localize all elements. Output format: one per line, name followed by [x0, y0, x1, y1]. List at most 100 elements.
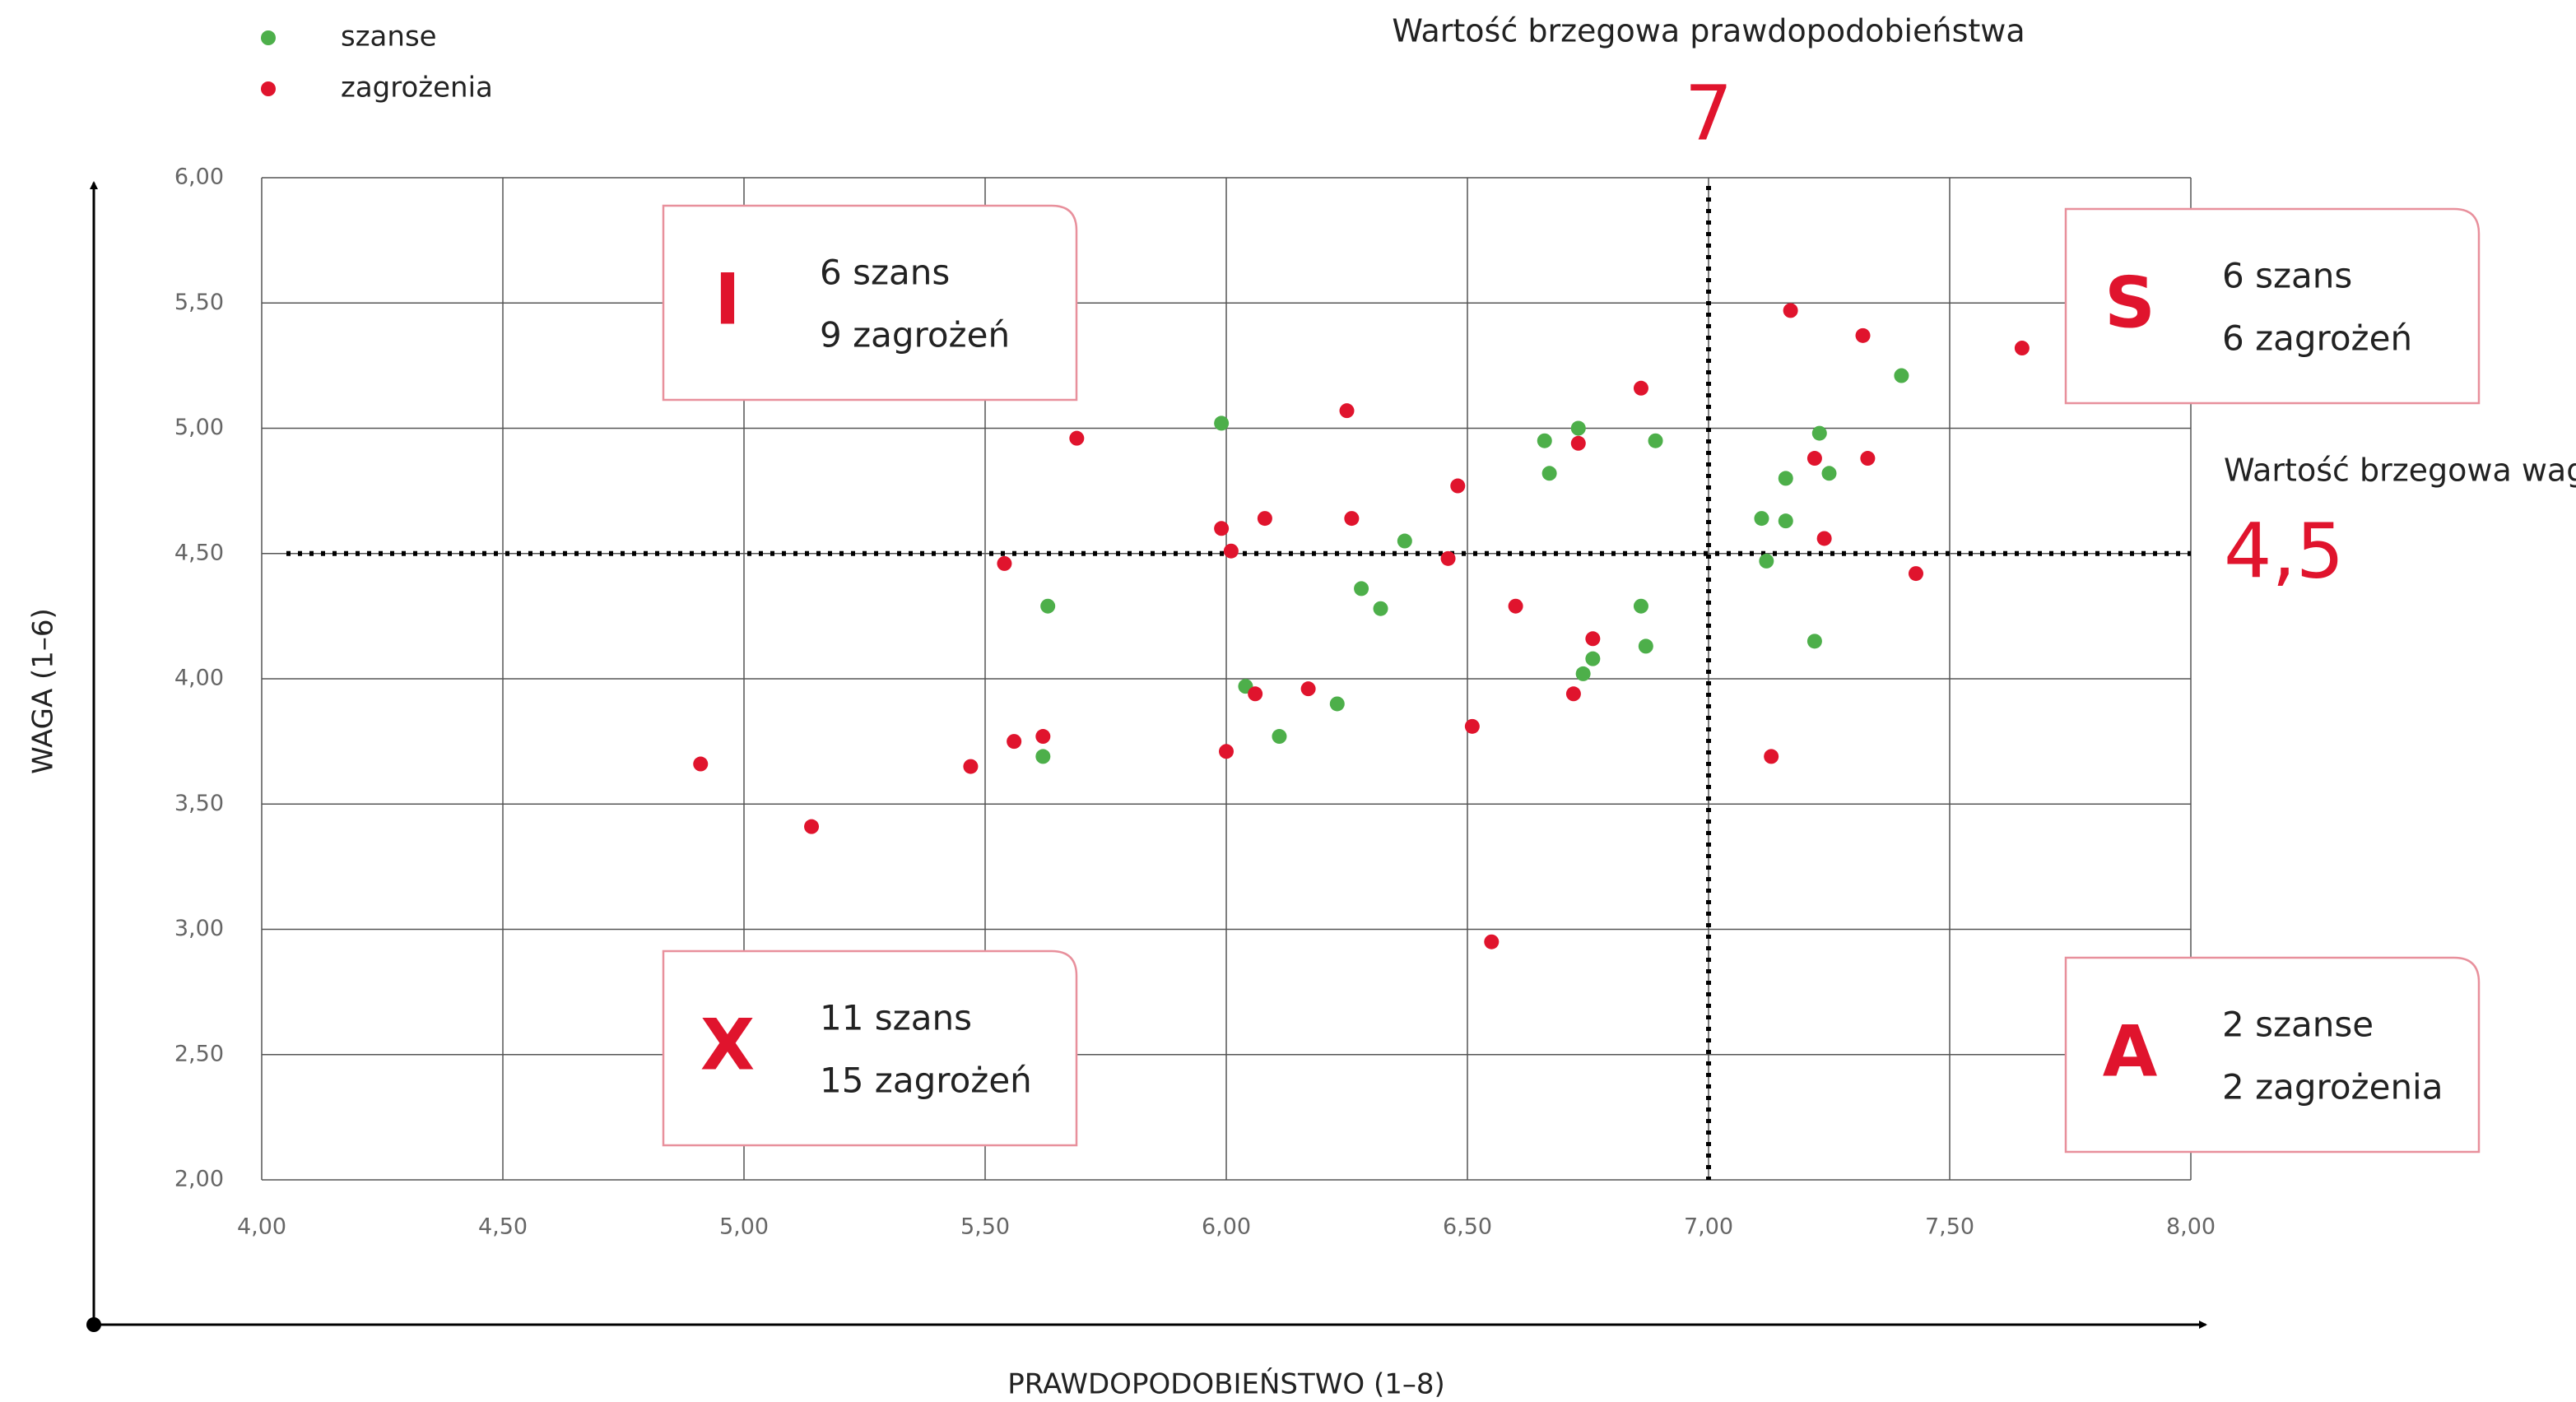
data-point [1783, 303, 1798, 318]
data-point [1816, 531, 1832, 546]
data-point [1219, 744, 1234, 759]
x-tick-label: 4,00 [237, 1214, 286, 1240]
data-point [1223, 543, 1239, 559]
data-point [693, 756, 709, 772]
data-point [1397, 533, 1412, 549]
quadrant-letter: A [2103, 1010, 2158, 1093]
data-point [1040, 598, 1056, 614]
x-tick-label: 7,50 [1925, 1214, 1974, 1240]
quadrant-line: 6 zagrożeń [2222, 318, 2412, 359]
y-threshold-label: Wartość brzegowa wagi [2224, 453, 2576, 489]
data-point [1565, 686, 1581, 702]
data-point [1272, 729, 1287, 745]
data-point [1007, 734, 1022, 750]
data-point [1633, 598, 1648, 614]
legend-marker [261, 81, 276, 96]
y-tick-label: 2,00 [174, 1167, 224, 1192]
data-point [1464, 718, 1480, 734]
y-tick-label: 6,00 [174, 165, 224, 190]
data-point [2014, 341, 2030, 356]
y-tick-label: 2,50 [174, 1041, 224, 1066]
legend-marker [261, 30, 276, 45]
data-point [1894, 368, 1909, 383]
data-point [1035, 729, 1051, 745]
data-point [1759, 553, 1774, 569]
quadrant-line: 11 szans [820, 998, 972, 1038]
data-point [1811, 425, 1827, 441]
x-tick-label: 5,00 [719, 1214, 769, 1240]
data-point [1035, 749, 1051, 764]
x-threshold-label: Wartość brzegowa prawdopodobieństwa [1392, 13, 2025, 49]
x-tick-label: 5,50 [960, 1214, 1010, 1240]
x-tick-label: 8,00 [2166, 1214, 2216, 1240]
quadrant-frame [2064, 207, 2481, 405]
data-point [1855, 327, 1871, 343]
y-threshold-value: 4,5 [2224, 507, 2344, 595]
quadrant-line: 6 szans [2222, 256, 2352, 296]
y-tick-label: 4,00 [174, 666, 224, 691]
data-point [1339, 403, 1355, 419]
data-point [1248, 686, 1263, 702]
data-point [963, 759, 979, 774]
quadrant-frame [662, 949, 1078, 1147]
data-point [1778, 471, 1793, 486]
data-point [1764, 749, 1779, 764]
data-point [1633, 380, 1648, 396]
axis-origin [86, 1317, 101, 1332]
data-point [1575, 666, 1591, 681]
legend-label: zagrożenia [341, 72, 493, 104]
quadrant-line: 9 zagrożeń [820, 315, 1010, 355]
x-threshold-value: 7 [1685, 69, 1733, 157]
data-point [1329, 696, 1345, 712]
data-point [1484, 934, 1500, 949]
quadrant-frame [662, 204, 1078, 402]
y-axis-title: WAGA (1–6) [27, 608, 60, 774]
data-point [1354, 581, 1369, 597]
data-point [1541, 466, 1557, 481]
y-tick-label: 3,00 [174, 916, 224, 941]
y-tick-label: 5,00 [174, 415, 224, 440]
x-tick-label: 6,50 [1443, 1214, 1492, 1240]
data-point [1069, 430, 1085, 446]
x-axis-title: PRAWDOPODOBIEŃSTWO (1–8) [1007, 1367, 1445, 1401]
data-point [1821, 466, 1837, 481]
axes [86, 181, 2207, 1332]
x-tick-label: 7,00 [1684, 1214, 1733, 1240]
quadrant-box: I 6 szans 9 zagrożeń [662, 204, 1078, 402]
quadrant-box: S 6 szans 6 zagrożeń [2064, 207, 2481, 405]
data-point [1806, 634, 1822, 649]
data-point [1570, 420, 1586, 436]
quadrant-line: 6 szans [820, 253, 950, 293]
data-point [1537, 433, 1552, 448]
data-point [1648, 433, 1663, 448]
quadrant-frame [2064, 956, 2481, 1154]
quadrant-box: A 2 szanse 2 zagrożenia [2064, 956, 2481, 1154]
data-point [804, 819, 820, 834]
y-tick-label: 5,50 [174, 290, 224, 315]
data-point [1257, 511, 1272, 527]
legend-label: szanse [341, 21, 437, 53]
data-point [1638, 638, 1653, 654]
data-point [1908, 566, 1923, 582]
data-point [1778, 513, 1793, 529]
quadrant-line: 2 zagrożenia [2222, 1067, 2443, 1107]
data-point [1344, 511, 1360, 527]
data-point [1440, 550, 1456, 566]
quadrant-box: X 11 szans 15 zagrożeń [662, 949, 1078, 1147]
quadrant-letter: S [2104, 262, 2155, 344]
data-point [997, 555, 1012, 571]
data-point [1754, 511, 1769, 527]
data-point [1300, 681, 1316, 697]
quadrant-letter: I [714, 258, 741, 341]
data-point [1214, 521, 1230, 536]
data-point [1214, 415, 1230, 431]
data-point [1860, 451, 1876, 467]
y-tick-label: 3,50 [174, 791, 224, 816]
x-tick-label: 4,50 [478, 1214, 528, 1240]
data-point [1570, 435, 1586, 451]
data-point [1450, 478, 1466, 494]
data-point [1373, 601, 1388, 616]
data-point [1806, 451, 1822, 467]
quadrant-letter: X [700, 1004, 755, 1086]
